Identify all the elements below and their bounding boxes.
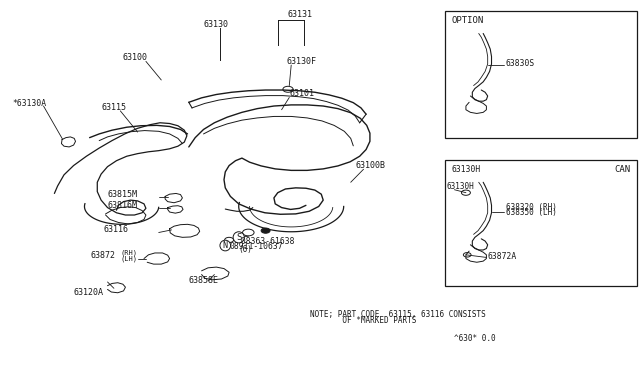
- Text: 63130H: 63130H: [446, 182, 474, 191]
- Text: 63100B: 63100B: [355, 161, 385, 170]
- Text: 08363-61638: 08363-61638: [236, 237, 294, 246]
- Text: S: S: [236, 233, 241, 242]
- Text: OPTION: OPTION: [451, 16, 483, 25]
- Text: 63816M: 63816M: [108, 201, 138, 210]
- Text: 63815M: 63815M: [108, 190, 138, 199]
- Text: CAN: CAN: [614, 165, 630, 174]
- Text: 63830S: 63830S: [506, 60, 535, 68]
- Circle shape: [261, 228, 270, 233]
- Text: 63130H: 63130H: [451, 165, 481, 174]
- Text: 63858E: 63858E: [189, 276, 219, 285]
- Text: 638320 (RH): 638320 (RH): [506, 203, 556, 212]
- Text: (RH): (RH): [120, 250, 138, 256]
- Text: NOTE; PART CODE  63115, 63116 CONSISTS: NOTE; PART CODE 63115, 63116 CONSISTS: [310, 310, 486, 319]
- Text: 08911-10637: 08911-10637: [229, 242, 283, 251]
- Text: *63130A: *63130A: [13, 99, 47, 108]
- Text: 63131: 63131: [288, 10, 313, 19]
- Text: 63120A: 63120A: [74, 288, 104, 296]
- Text: 63116: 63116: [104, 225, 129, 234]
- Text: 63872A: 63872A: [488, 252, 517, 261]
- Text: ^630* 0.0: ^630* 0.0: [454, 334, 496, 343]
- Text: 638350 (LH): 638350 (LH): [506, 208, 556, 217]
- Text: 63100: 63100: [123, 53, 148, 62]
- Text: (6): (6): [238, 246, 252, 254]
- Text: 63115: 63115: [101, 103, 126, 112]
- Bar: [445, 160, 637, 286]
- Text: 63130F: 63130F: [287, 57, 317, 66]
- Text: (LH): (LH): [120, 255, 138, 262]
- Text: 63101: 63101: [289, 89, 314, 98]
- Text: N: N: [223, 241, 228, 250]
- Bar: [445, 11, 637, 138]
- Text: 63872: 63872: [91, 251, 116, 260]
- Text: 63130: 63130: [204, 20, 228, 29]
- Text: OF *MARKED PARTS: OF *MARKED PARTS: [310, 316, 417, 325]
